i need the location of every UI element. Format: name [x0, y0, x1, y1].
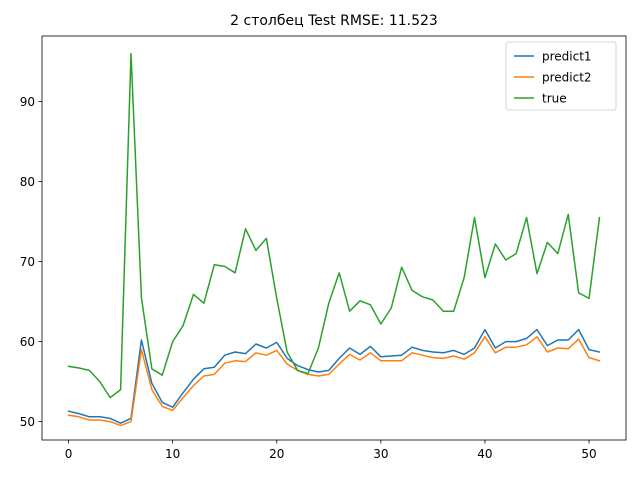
legend-label-true: true: [542, 92, 567, 106]
legend: predict1 predict2 true: [505, 41, 617, 111]
x-tick-label: 50: [581, 447, 596, 461]
legend-box: [505, 41, 617, 111]
legend-label-predict1: predict1: [542, 50, 592, 64]
y-tick-label: 60: [20, 335, 35, 349]
x-tick-label: 10: [165, 447, 180, 461]
y-tick-label: 80: [20, 175, 35, 189]
y-tick-label: 70: [20, 255, 35, 269]
series-line-predict2: [67, 336, 601, 427]
x-tick-label: 0: [65, 447, 73, 461]
axes-frame: [41, 35, 627, 441]
x-tick-label: 40: [477, 447, 492, 461]
chart-title: 2 столбец Test RMSE: 11.523: [230, 13, 438, 29]
y-tick-label: 90: [20, 95, 35, 109]
series-line-predict1: [67, 328, 601, 424]
series-line-true: [67, 52, 601, 399]
y-tick-label: 50: [20, 415, 35, 429]
x-tick-label: 30: [373, 447, 388, 461]
x-tick-label: 20: [269, 447, 284, 461]
legend-label-predict2: predict2: [542, 71, 592, 85]
plot-area: 0 10 20 30 40 50 50 60 70 80 90 predict1 predict2 tru…: [20, 35, 627, 461]
